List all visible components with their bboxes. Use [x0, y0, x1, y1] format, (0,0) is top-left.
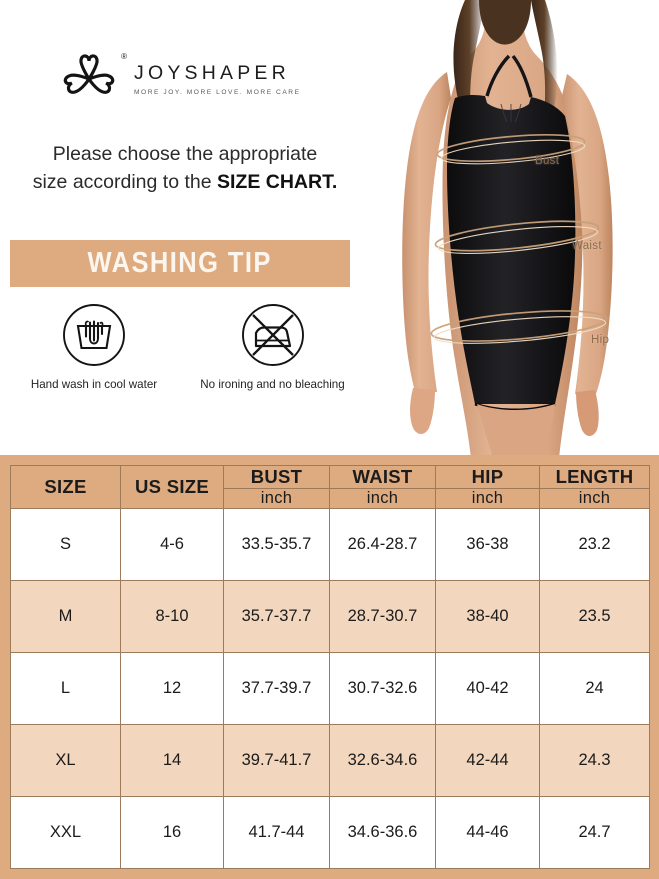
headline-line-2-prefix: size according to the — [32, 171, 217, 194]
brand-text-block: JOYSHAPER MORE JOY. MORE LOVE. MORE CARE — [134, 62, 301, 96]
brand-name: JOYSHAPER — [134, 62, 290, 84]
col-header-size: SIZE — [10, 465, 121, 509]
care-item-no-iron-no-bleach: No ironing and no bleaching — [170, 302, 375, 391]
cell-bust: 37.7-39.7 — [223, 652, 330, 725]
cell-us-size: 8-10 — [120, 580, 224, 653]
cell-hip: 38-40 — [435, 580, 540, 653]
cell-waist: 32.6-34.6 — [329, 724, 436, 797]
unit-header-waist: inch — [329, 488, 436, 509]
cell-length: 23.2 — [539, 508, 650, 581]
table-header-row-units: inch inch inch inch — [11, 488, 650, 509]
col-header-length: LENGTH — [539, 465, 650, 489]
care-label-hand-wash: Hand wash in cool water — [30, 378, 158, 391]
table-row: XXL 16 41.7-44 34.6-36.6 44-46 24.7 — [10, 796, 650, 869]
hand-wash-icon — [61, 302, 127, 368]
cell-size: S — [10, 508, 121, 581]
cell-bust: 39.7-41.7 — [223, 724, 330, 797]
cell-hip: 36-38 — [435, 508, 540, 581]
unit-header-bust: inch — [223, 488, 330, 509]
joyshaper-butterfly-loops-icon: ® — [58, 52, 127, 106]
washing-tip-banner: WASHING TIP — [10, 240, 350, 287]
table-body: S 4-6 33.5-35.7 26.4-28.7 36-38 23.2 M 8… — [10, 508, 650, 869]
no-ironing-no-bleaching-icon — [240, 302, 306, 368]
col-header-waist: WAIST — [329, 465, 436, 489]
cell-hip: 40-42 — [435, 652, 540, 725]
cell-hip: 44-46 — [435, 796, 540, 869]
cell-length: 24 — [539, 652, 650, 725]
table-header: SIZE US SIZE BUST WAIST HIP LENGTH inch … — [10, 465, 650, 509]
cell-us-size: 12 — [120, 652, 224, 725]
cell-length: 23.5 — [539, 580, 650, 653]
cell-size: XXL — [10, 796, 121, 869]
col-header-bust: BUST — [223, 465, 330, 489]
table-header-row-primary: SIZE US SIZE BUST WAIST HIP LENGTH — [10, 465, 650, 509]
page-headline: Please choose the appropriate size accor… — [0, 140, 370, 197]
col-header-hip: HIP — [435, 465, 540, 489]
unit-header-length: inch — [539, 488, 650, 509]
brand-lockup: ® JOYSHAPER MORE JOY. MORE LOVE. MORE CA… — [58, 52, 301, 106]
info-panel: ® JOYSHAPER MORE JOY. MORE LOVE. MORE CA… — [0, 0, 400, 455]
cell-bust: 35.7-37.7 — [223, 580, 330, 653]
cell-us-size: 14 — [120, 724, 224, 797]
cell-bust: 41.7-44 — [223, 796, 330, 869]
cell-length: 24.3 — [539, 724, 650, 797]
care-label-no-iron-no-bleach: No ironing and no bleaching — [200, 378, 345, 391]
measurement-label-hip: Hip — [591, 334, 610, 346]
table-row: M 8-10 35.7-37.7 28.7-30.7 38-40 23.5 — [10, 580, 650, 653]
table-row: XL 14 39.7-41.7 32.6-34.6 42-44 24.3 — [10, 724, 650, 797]
model-illustration — [359, 0, 659, 458]
table-row: S 4-6 33.5-35.7 26.4-28.7 36-38 23.2 — [10, 508, 650, 581]
cell-waist: 34.6-36.6 — [329, 796, 436, 869]
table-row: L 12 37.7-39.7 30.7-32.6 40-42 24 — [10, 652, 650, 725]
size-chart-table-zone: SIZE US SIZE BUST WAIST HIP LENGTH inch … — [0, 455, 659, 879]
unit-header-hip: inch — [435, 488, 540, 509]
measurement-label-bust: Bust — [535, 155, 560, 167]
cell-us-size: 4-6 — [120, 508, 224, 581]
cell-size: XL — [10, 724, 121, 797]
care-instructions-list: Hand wash in cool water No ironing and n… — [18, 302, 388, 391]
headline-line-1: Please choose the appropriate — [52, 143, 318, 165]
cell-bust: 33.5-35.7 — [223, 508, 330, 581]
registered-trademark-mark: ® — [121, 52, 127, 61]
cell-hip: 42-44 — [435, 724, 540, 797]
cell-size: L — [10, 652, 121, 725]
size-chart-table: SIZE US SIZE BUST WAIST HIP LENGTH inch … — [10, 465, 650, 869]
col-header-us-size: US SIZE — [120, 465, 224, 509]
model-photo: Bust Waist Hip — [359, 0, 659, 458]
cell-size: M — [10, 580, 121, 653]
measurement-label-waist: Waist — [572, 240, 602, 252]
cell-length: 24.7 — [539, 796, 650, 869]
cell-waist: 26.4-28.7 — [329, 508, 436, 581]
brand-tagline: MORE JOY. MORE LOVE. MORE CARE — [134, 89, 301, 96]
cell-waist: 28.7-30.7 — [329, 580, 436, 653]
cell-us-size: 16 — [120, 796, 224, 869]
headline-emphasis: SIZE CHART. — [217, 171, 338, 194]
care-item-hand-wash: Hand wash in cool water — [18, 302, 170, 391]
cell-waist: 30.7-32.6 — [329, 652, 436, 725]
washing-tip-title: WASHING TIP — [87, 247, 273, 279]
